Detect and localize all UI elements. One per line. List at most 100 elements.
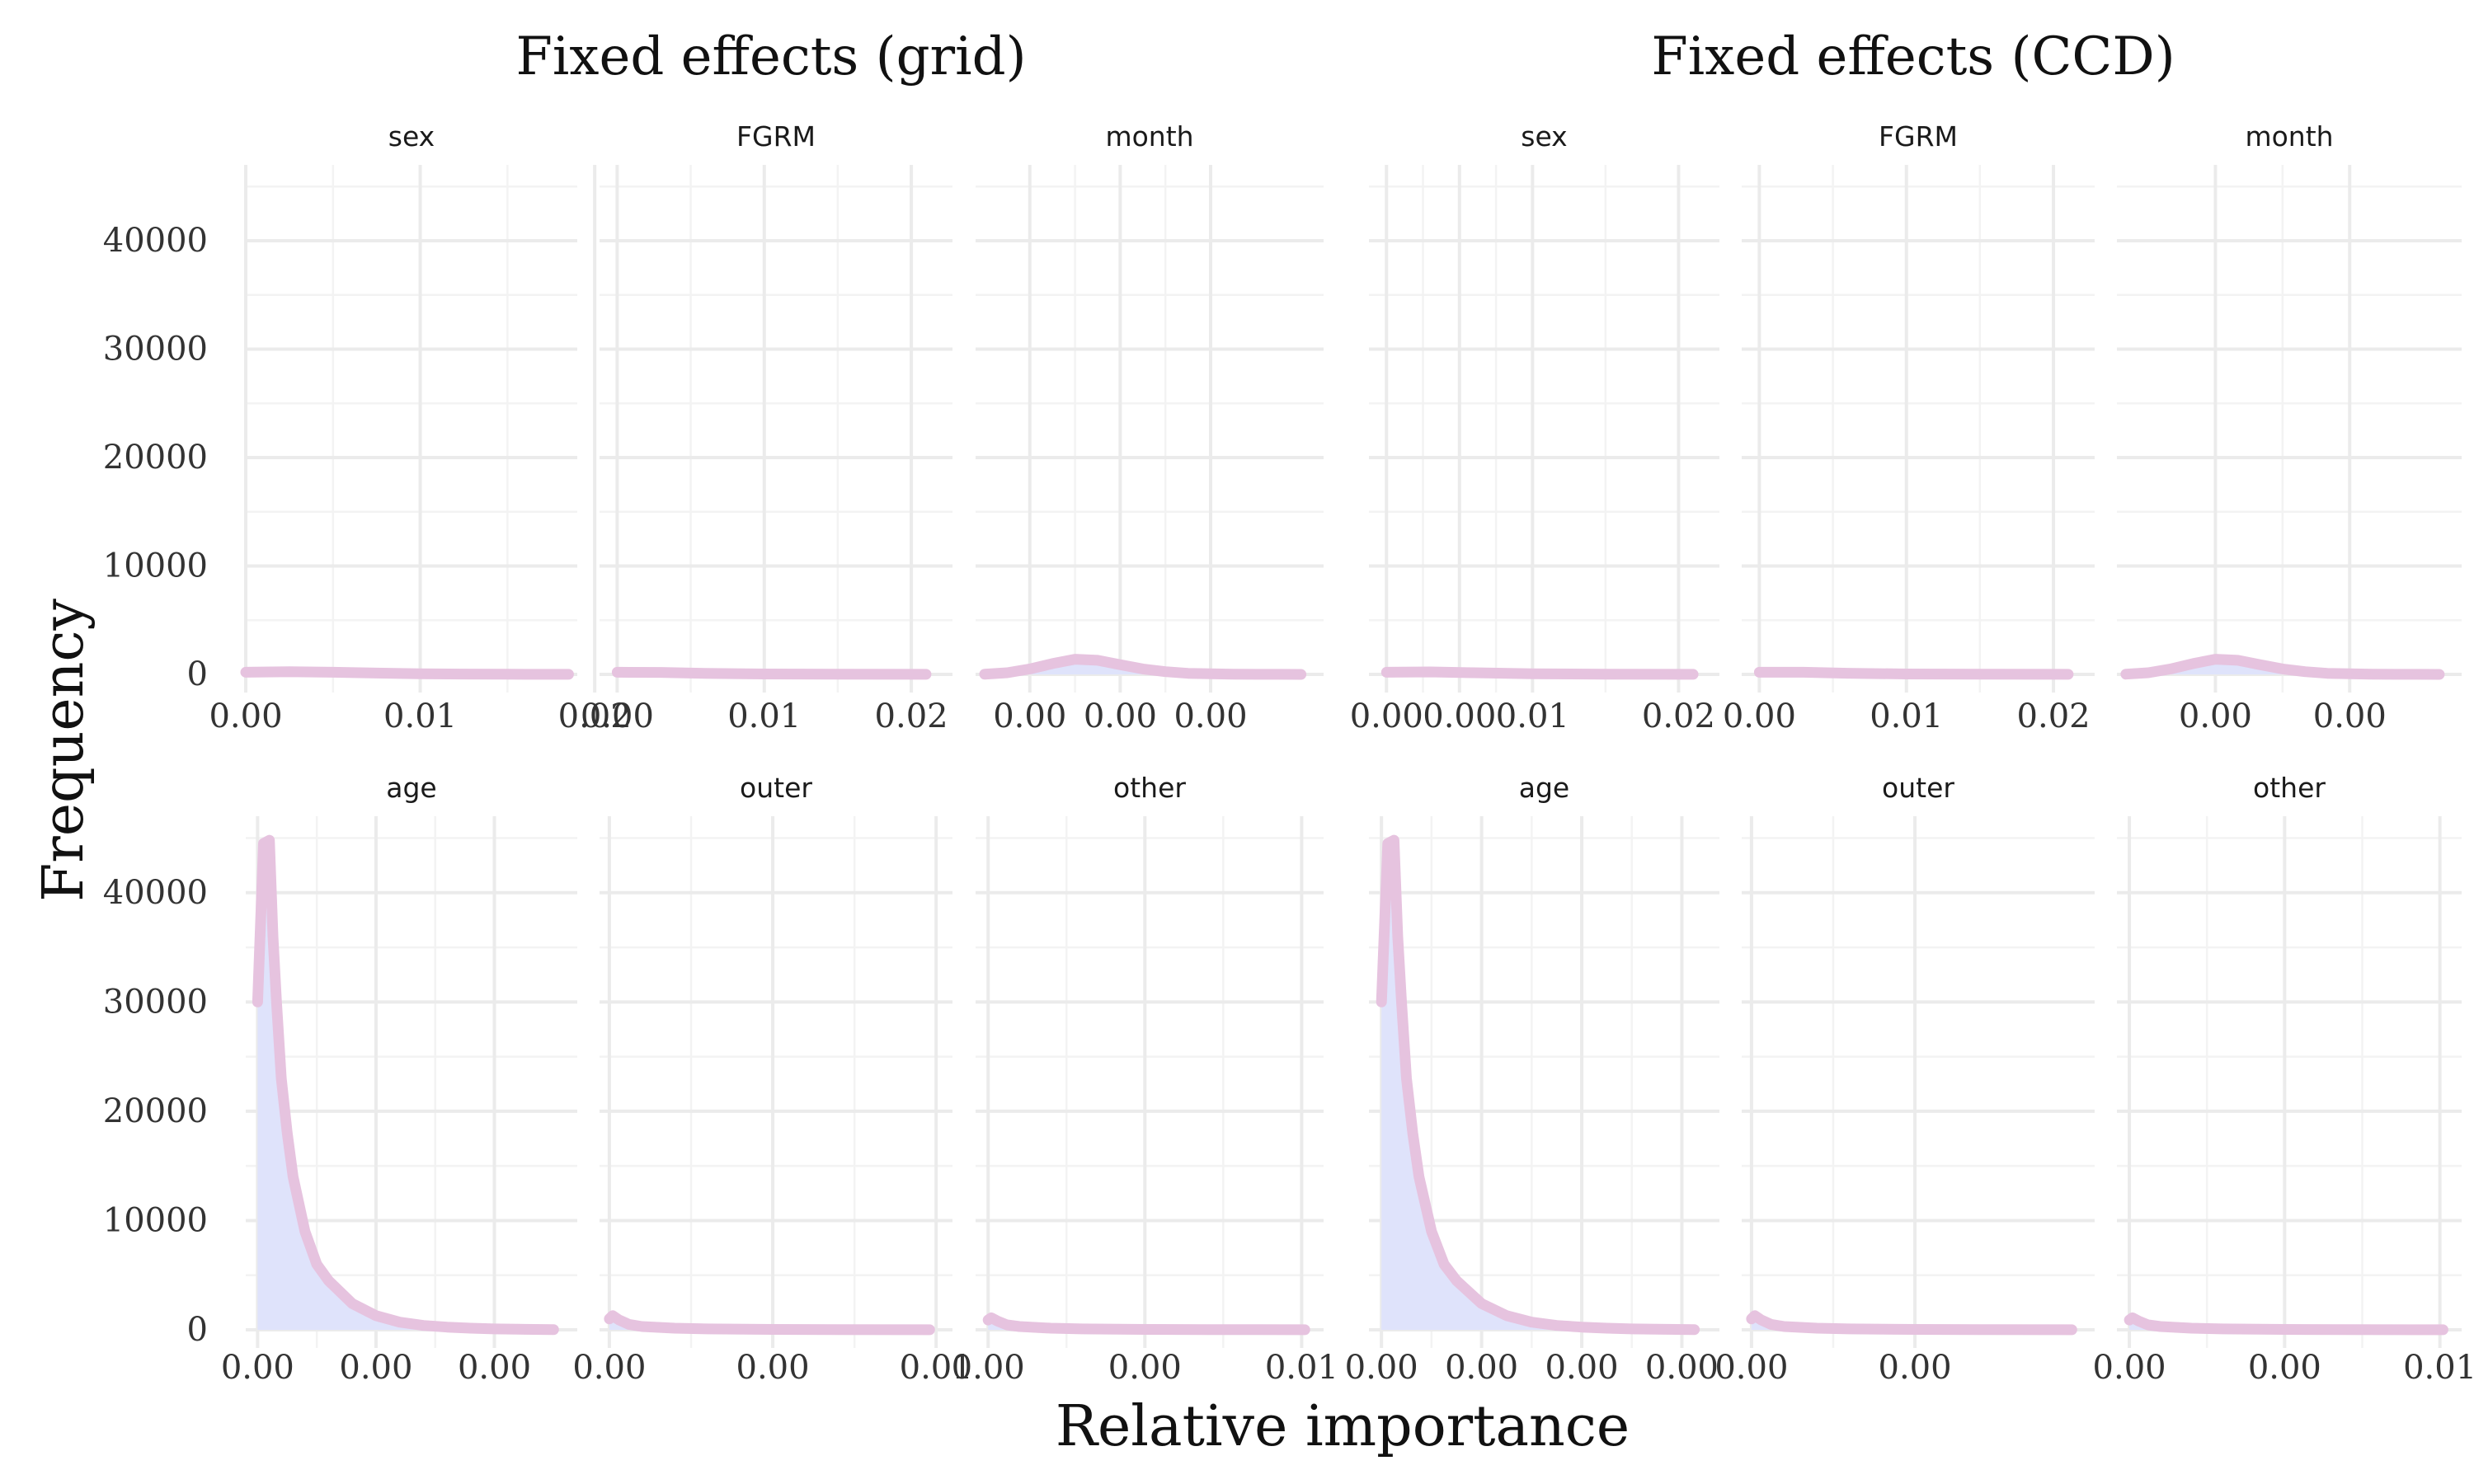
major-grid — [1369, 165, 1719, 693]
panel-ccd-other: other 0.00 0.00 0.01 — [2093, 772, 2474, 1387]
x-tick-label: 0.00 — [1345, 1349, 1418, 1387]
x-tick-label: 0.01 — [1265, 1349, 1338, 1387]
panel-strip-label: FGRM — [1879, 120, 1958, 153]
density-curve — [1376, 834, 1700, 1336]
x-tick-labels: 0.00 0.00 — [2179, 697, 2387, 735]
density-curve — [979, 654, 1307, 680]
panel-ccd-outer: outer 0.00 0.00 — [1714, 772, 2095, 1387]
x-tick-label: 0.00 — [1645, 1349, 1719, 1387]
x-tick-labels: 0.00 0.01 0.02 — [581, 697, 948, 735]
x-tick-label: 0.01 — [2403, 1349, 2474, 1387]
panel-strip-label: other — [1113, 772, 1186, 804]
x-tick-label: 0.00 — [993, 697, 1066, 735]
x-tick-label: 0.01 — [1496, 697, 1569, 735]
density-curve — [240, 666, 574, 680]
x-tick-label: 0.00 — [1723, 697, 1796, 735]
minor-grid — [246, 165, 577, 693]
y-tick-label: 30000 — [103, 331, 208, 369]
x-tick-label: 0.01 — [727, 697, 801, 735]
panel-strip-label: age — [1519, 772, 1569, 804]
panel-strip-label: outer — [740, 772, 812, 804]
x-tick-labels: 0.00 0.00 — [1714, 1349, 1951, 1387]
minor-grid — [1742, 165, 2095, 693]
x-tick-label: 0.00 — [1545, 1349, 1619, 1387]
panel-ccd-sex: sex 0.00 0.00 0.01 0.02 — [1350, 120, 1719, 735]
major-grid — [1742, 816, 2095, 1348]
x-tick-labels: 0.00 0.01 0.02 — [1723, 697, 2091, 735]
minor-grid — [600, 816, 952, 1348]
panel-ccd-month: month 0.00 0.00 — [2117, 120, 2462, 735]
x-tick-label: 0.00 — [1174, 697, 1247, 735]
x-tick-labels: 0.00 0.00 0.00 — [221, 1349, 531, 1387]
density-curve — [2124, 1312, 2448, 1336]
x-tick-label: 0.00 — [1714, 1349, 1788, 1387]
minor-grid — [976, 816, 1324, 1348]
x-tick-label: 0.00 — [1423, 697, 1496, 735]
y-tick-label: 10000 — [103, 547, 208, 585]
x-tick-label: 0.00 — [1084, 697, 1157, 735]
x-tick-labels: 0.00 0.00 0.01 — [2093, 1349, 2474, 1387]
x-axis-title: Relative importance — [1056, 1394, 1630, 1459]
x-tick-label: 0.00 — [581, 697, 654, 735]
x-tick-labels: 0.00 0.00 0.01 0.02 — [1350, 697, 1715, 735]
panel-strip-label: sex — [388, 120, 435, 153]
x-tick-label: 0.00 — [221, 1349, 294, 1387]
minor-grid — [1742, 816, 2095, 1348]
density-curve — [611, 666, 932, 680]
density-curve — [1746, 1310, 2077, 1336]
panel-grid-month: month 0.00 0.00 0.00 — [976, 120, 1324, 735]
panel-strip-label: month — [1105, 120, 1193, 153]
x-tick-label: 0.00 — [1445, 1349, 1518, 1387]
x-tick-label: 0.00 — [736, 1349, 810, 1387]
minor-grid — [2117, 165, 2462, 693]
x-tick-label: 0.00 — [2313, 697, 2387, 735]
x-tick-label: 0.00 — [572, 1349, 646, 1387]
x-tick-labels: 0.00 0.00 0.00 0.00 — [1345, 1349, 1719, 1387]
y-tick-label: 10000 — [103, 1201, 208, 1239]
x-tick-labels: 0.00 0.00 0.00 — [993, 697, 1247, 735]
panel-strip-label: sex — [1521, 120, 1567, 153]
x-tick-label: 0.02 — [558, 697, 632, 735]
x-tick-label: 0.00 — [2248, 1349, 2321, 1387]
x-tick-label: 0.00 — [209, 697, 282, 735]
density-area — [1381, 840, 1695, 1330]
major-grid — [2117, 165, 2462, 693]
y-axis-title: Frequency — [31, 599, 96, 902]
x-tick-labels: 0.00 0.01 0.02 — [209, 697, 631, 735]
panel-grid-outer: outer 0.00 0.00 0.01 — [572, 772, 972, 1387]
major-grid — [1369, 816, 1719, 1348]
panel-strip-label: age — [386, 772, 436, 804]
y-tick-label: 0 — [187, 655, 208, 693]
x-tick-label: 0.00 — [458, 1349, 531, 1387]
x-tick-labels: 0.00 0.00 0.01 — [952, 1349, 1338, 1387]
density-curve — [982, 1312, 1310, 1336]
x-tick-label: 0.00 — [1108, 1349, 1182, 1387]
y-tick-label: 20000 — [103, 1092, 208, 1130]
major-grid — [976, 165, 1324, 693]
x-tick-label: 0.02 — [2017, 697, 2091, 735]
y-tick-label: 40000 — [103, 874, 208, 912]
y-tick-label: 40000 — [103, 222, 208, 260]
panel-strip-label: outer — [1882, 772, 1954, 804]
major-grid — [600, 165, 952, 693]
y-tick-labels: 0 10000 20000 30000 40000 — [103, 222, 208, 693]
major-grid — [976, 816, 1324, 1348]
panel-strip-label: other — [2253, 772, 2326, 804]
major-grid — [2117, 816, 2462, 1348]
minor-grid — [600, 165, 952, 693]
panel-strip-label: month — [2245, 120, 2333, 153]
panel-grid-sex: sex 0.00 0.01 0.02 0 10000 20000 30000 40000 — [103, 120, 632, 735]
x-tick-label: 0.01 — [1870, 697, 1943, 735]
y-tick-label: 20000 — [103, 439, 208, 477]
x-tick-label: 0.01 — [900, 1349, 973, 1387]
minor-grid — [2117, 816, 2462, 1348]
density-curve — [252, 834, 559, 1336]
x-tick-label: 0.02 — [875, 697, 948, 735]
panel-grid-other: other 0.00 0.00 0.01 — [952, 772, 1338, 1387]
x-tick-label: 0.00 — [1879, 1349, 1952, 1387]
density-area — [257, 840, 554, 1330]
panel-grid-age: age 0.00 0.00 0.00 0 10000 20000 30000 40000 — [103, 772, 577, 1387]
x-tick-label: 0.00 — [952, 1349, 1025, 1387]
